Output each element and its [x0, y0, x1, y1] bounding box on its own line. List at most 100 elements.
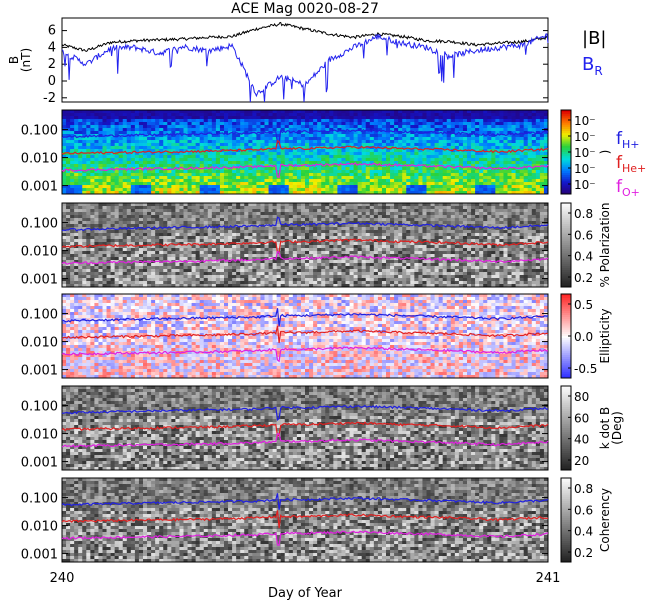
- heatmap-cell: [110, 131, 116, 135]
- heatmap-cell: [244, 221, 249, 225]
- heatmap-cell: [260, 143, 265, 147]
- colorbar-step: [561, 156, 571, 159]
- heatmap-cell: [78, 281, 83, 285]
- heatmap-cell: [224, 143, 229, 147]
- heatmap-cell: [110, 266, 116, 270]
- heatmap-cell: [305, 182, 310, 186]
- heatmap-cell: [373, 137, 379, 141]
- heatmap-cell: [90, 113, 95, 117]
- heatmap-cell: [179, 209, 184, 213]
- heatmap-cell: [163, 278, 168, 282]
- heatmap-cell: [70, 179, 75, 183]
- heatmap-cell: [163, 266, 168, 270]
- heatmap-cell: [207, 251, 213, 255]
- heatmap-cell: [507, 134, 512, 138]
- heatmap-cell: [471, 167, 476, 171]
- heatmap-cell: [175, 236, 180, 240]
- heatmap-cell: [236, 281, 241, 285]
- heatmap-cell: [511, 140, 516, 144]
- heatmap-cell: [187, 236, 192, 240]
- heatmap-cell: [499, 152, 504, 156]
- heatmap-cell: [187, 248, 192, 252]
- heatmap-cell: [446, 110, 452, 114]
- heatmap-cell: [183, 257, 188, 261]
- heatmap-cell: [171, 236, 176, 240]
- heatmap-cell: [418, 158, 423, 162]
- heatmap-cell: [503, 185, 508, 189]
- heatmap-cell: [475, 188, 480, 192]
- heatmap-cell: [159, 110, 164, 114]
- heatmap-cell: [499, 113, 504, 117]
- heatmap-cell: [134, 158, 140, 162]
- heatmap-cell: [471, 116, 476, 120]
- heatmap-cell: [252, 206, 257, 210]
- heatmap-cell: [175, 203, 180, 207]
- heatmap-cell: [539, 149, 545, 153]
- heatmap-cell: [422, 125, 427, 129]
- heatmap-cell: [394, 128, 399, 132]
- heatmap-cell: [467, 140, 472, 144]
- heatmap-cell: [70, 119, 75, 123]
- heatmap-cell: [179, 185, 184, 189]
- heatmap-cell: [94, 203, 99, 207]
- heatmap-cell: [211, 236, 217, 240]
- heatmap-cell: [240, 113, 245, 117]
- heatmap-cell: [531, 179, 537, 183]
- heatmap-cell: [244, 128, 249, 132]
- heatmap-cell: [66, 128, 71, 132]
- heatmap-cell: [317, 113, 322, 117]
- heatmap-cell: [183, 230, 188, 234]
- heatmap-cell: [438, 149, 444, 153]
- heatmap-cell: [276, 242, 282, 246]
- heatmap-cell: [122, 266, 128, 270]
- heatmap-cell: [183, 110, 188, 114]
- heatmap-cell: [398, 128, 403, 132]
- heatmap-cell: [248, 167, 253, 171]
- heatmap-cell: [78, 230, 83, 234]
- heatmap-cell: [236, 221, 241, 225]
- heatmap-cell: [78, 218, 83, 222]
- heatmap-cell: [155, 206, 160, 210]
- heatmap-cell: [224, 110, 229, 114]
- heatmap-cell: [134, 119, 140, 123]
- heatmap-cell: [329, 125, 334, 129]
- heatmap-cell: [284, 209, 290, 213]
- heatmap-cell: [147, 119, 152, 123]
- heatmap-cell: [341, 191, 346, 195]
- heatmap-cell: [499, 131, 504, 135]
- heatmap-cell: [70, 275, 75, 279]
- heatmap-cell: [228, 167, 233, 171]
- heatmap-cell: [361, 167, 367, 171]
- heatmap-cell: [219, 206, 225, 210]
- heatmap-cell: [90, 122, 95, 126]
- heatmap-cell: [147, 110, 152, 114]
- heatmap-cell: [543, 122, 549, 126]
- heatmap-cell: [341, 161, 346, 165]
- heatmap-cell: [114, 128, 120, 132]
- heatmap-cell: [499, 140, 504, 144]
- heatmap-cell: [106, 248, 111, 252]
- heatmap-cell: [106, 161, 111, 165]
- heatmap-cell: [442, 170, 448, 174]
- heatmap-cell: [232, 134, 237, 138]
- heatmap-cell: [402, 146, 407, 150]
- heatmap-cell: [341, 116, 346, 120]
- heatmap-cell: [507, 143, 512, 147]
- heatmap-cell: [98, 215, 103, 219]
- heatmap-cell: [479, 152, 484, 156]
- heatmap-cell: [309, 170, 314, 174]
- colorbar-step: [561, 122, 571, 126]
- heatmap-cell: [454, 188, 460, 192]
- heatmap-cell: [70, 236, 75, 240]
- heatmap-cell: [256, 152, 261, 156]
- heatmap-cell: [203, 143, 209, 147]
- heatmap-cell: [268, 191, 273, 195]
- heatmap-cell: [284, 149, 290, 153]
- heatmap-cell: [345, 176, 350, 180]
- heatmap-cell: [228, 251, 233, 255]
- heatmap-cell: [272, 125, 278, 129]
- heatmap-cell: [398, 131, 403, 135]
- heatmap-cell: [248, 248, 253, 252]
- heatmap-cell: [171, 263, 176, 267]
- heatmap-cell: [94, 155, 99, 159]
